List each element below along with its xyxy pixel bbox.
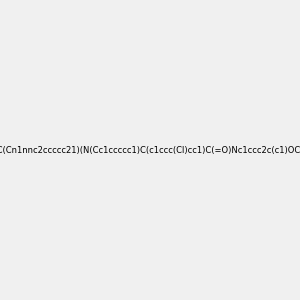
- Text: O=C(Cn1nnc2ccccc21)(N(Cc1ccccc1)C(c1ccc(Cl)cc1)C(=O)Nc1ccc2c(c1)OCO2): O=C(Cn1nnc2ccccc21)(N(Cc1ccccc1)C(c1ccc(…: [0, 146, 300, 154]
